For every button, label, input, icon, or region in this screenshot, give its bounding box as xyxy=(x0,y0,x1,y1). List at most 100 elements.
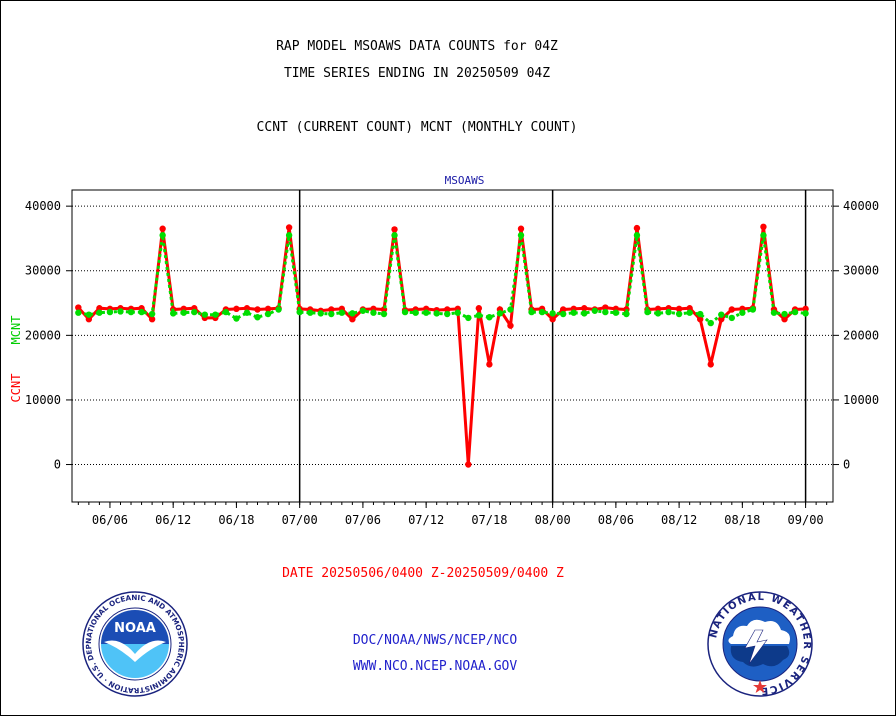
mcnt-point xyxy=(85,311,93,318)
x-tick-label: 07/18 xyxy=(471,513,507,527)
mcnt-point xyxy=(791,308,799,316)
mcnt-point xyxy=(559,310,567,318)
mcnt-point xyxy=(169,310,177,317)
x-tick-label: 09/00 xyxy=(788,513,824,527)
nws-logo: NATIONAL WEATHER SERVICE xyxy=(707,591,813,697)
y-tick-label-right: 30000 xyxy=(843,264,879,278)
mcnt-point xyxy=(496,310,504,317)
ccnt-point xyxy=(486,361,493,368)
ccnt-point xyxy=(675,305,683,313)
mcnt-point xyxy=(138,308,145,316)
mcnt-point xyxy=(117,308,124,315)
noaa-logo: NATIONAL OCEANIC AND ATMOSPHERIC ADMINIS… xyxy=(80,590,188,697)
mcnt-point xyxy=(285,232,293,239)
mcnt-point xyxy=(802,310,809,317)
plot-area xyxy=(71,189,834,503)
ccnt-point xyxy=(781,315,788,323)
x-axis-label: DATE 20250506/0400 Z-20250509/0400 Z xyxy=(282,566,564,581)
mcnt-point xyxy=(686,309,693,316)
y-tick-label-right: 10000 xyxy=(843,393,879,407)
mcnt-point xyxy=(612,309,620,316)
mcnt-point xyxy=(349,310,356,317)
mcnt-point xyxy=(359,307,367,314)
mcnt-point xyxy=(338,309,346,316)
ccnt-point xyxy=(328,306,335,313)
ccnt-point xyxy=(696,315,704,323)
agency-path: DOC/NOAA/NWS/NCEP/NCO xyxy=(352,633,518,648)
y-tick-label-right: 20000 xyxy=(843,328,879,342)
ccnt-point xyxy=(475,305,483,312)
mcnt-point xyxy=(264,310,272,318)
x-tick-label: 06/12 xyxy=(155,513,191,527)
chart-title: RAP MODEL MSOAWS DATA COUNTS for 04Z xyxy=(276,39,558,54)
mcnt-point xyxy=(159,232,166,239)
mcnt-point xyxy=(401,308,409,316)
ccnt-point xyxy=(728,306,736,313)
ccnt-point xyxy=(517,225,525,232)
ccnt-point xyxy=(686,305,693,312)
y-tick-label-left: 10000 xyxy=(25,393,61,407)
ccnt-point xyxy=(264,305,272,313)
ccnt-point xyxy=(285,224,293,231)
mcnt-point xyxy=(127,308,135,316)
chart-subtitle: TIME SERIES ENDING IN 20250509 04Z xyxy=(283,66,551,81)
mcnt-point xyxy=(422,309,430,316)
ccnt-point xyxy=(718,315,725,323)
noaa-logo-text: NOAA xyxy=(114,621,156,636)
mcnt-point xyxy=(191,308,198,316)
series-line-mcnt xyxy=(78,234,806,326)
y-tick-label-left: 0 xyxy=(54,458,61,472)
ccnt-point xyxy=(148,315,156,323)
mcnt-point xyxy=(696,310,704,318)
y-tick-label-left: 40000 xyxy=(25,199,61,213)
mcnt-point xyxy=(507,306,514,313)
x-tick-label: 07/06 xyxy=(345,513,381,527)
mcnt-point xyxy=(675,310,683,318)
mcnt-point xyxy=(444,310,451,318)
y-tick-label-right: 0 xyxy=(843,458,850,472)
x-tick-label: 08/12 xyxy=(661,513,697,527)
mcnt-point xyxy=(454,309,461,316)
ccnt-point xyxy=(707,361,714,368)
mcnt-point xyxy=(106,308,114,316)
ccnt-point xyxy=(85,315,93,323)
mcnt-point xyxy=(718,311,725,318)
plot-title: MSOAWS xyxy=(445,174,485,187)
ccnt-point xyxy=(391,226,398,233)
y-axis-label-ccnt: CCNT xyxy=(9,374,23,403)
mcnt-point xyxy=(644,308,651,316)
x-tick-label: 08/00 xyxy=(535,513,571,527)
ccnt-point xyxy=(760,223,767,231)
mcnt-point xyxy=(96,309,103,316)
ccnt-point xyxy=(507,322,514,329)
y-tick-label-left: 30000 xyxy=(25,264,61,278)
ccnt-point xyxy=(602,304,609,311)
mcnt-point xyxy=(623,310,630,318)
x-tick-label: 06/18 xyxy=(218,513,254,527)
mcnt-point xyxy=(591,307,598,314)
mcnt-point xyxy=(243,309,251,316)
website-link[interactable]: WWW.NCO.NCEP.NOAA.GOV xyxy=(352,659,518,674)
y-axis-label-mcnt: MCNT xyxy=(9,316,23,345)
mcnt-point xyxy=(201,311,209,318)
mcnt-point xyxy=(749,306,757,313)
x-tick-label: 07/00 xyxy=(282,513,318,527)
mcnt-point xyxy=(517,232,525,239)
mcnt-point xyxy=(581,310,588,317)
ccnt-point xyxy=(465,461,472,468)
mcnt-point xyxy=(148,310,156,318)
mcnt-point xyxy=(433,310,440,317)
mcnt-point xyxy=(328,310,335,318)
ccnt-point xyxy=(75,304,82,311)
mcnt-point xyxy=(412,309,419,316)
x-tick-label: 07/12 xyxy=(408,513,444,527)
mcnt-point xyxy=(654,310,662,317)
ccnt-point xyxy=(233,305,240,313)
mcnt-point xyxy=(781,310,788,318)
chart-description: CCNT (CURRENT COUNT) MCNT (MONTHLY COUNT… xyxy=(256,120,578,135)
mcnt-point xyxy=(486,314,493,321)
x-tick-label: 08/18 xyxy=(724,513,760,527)
mcnt-point xyxy=(707,319,714,327)
ccnt-point xyxy=(581,305,588,312)
